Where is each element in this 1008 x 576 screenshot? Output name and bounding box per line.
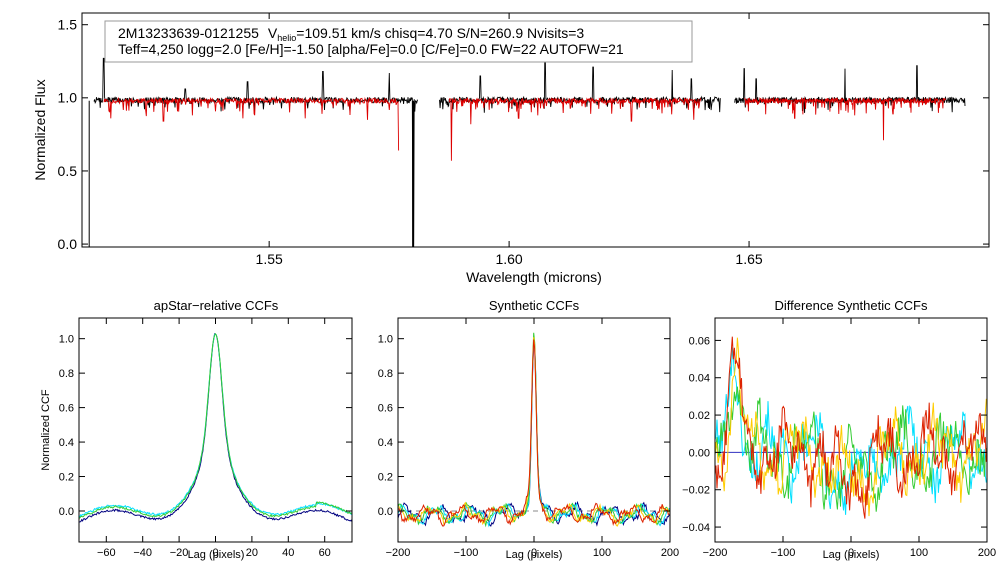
synthetic-ccf-visit-3 (397, 332, 670, 528)
model-spectrum-chip-2 (448, 96, 702, 161)
apstar-ccf-y-axis-label: Normalized CCF (40, 389, 52, 471)
difference-ccf-ticks: −200 −100 0 100 200 −0.04 −0.02 0.00 0.02 0.04 0.0… (682, 318, 996, 559)
info-box (104, 20, 693, 63)
difference-ccf-x-tick-label: 100 (910, 547, 928, 559)
spectrum-panel: 1.55 1.60 1.65 0.0 0.5 1.0 1.5 2M13233639-0121… (32, 12, 990, 285)
difference-ccf-visit-3 (714, 386, 987, 512)
apstar-ccf-lines (78, 332, 353, 523)
star-id: 2M13233639-0121255 (118, 25, 259, 41)
apstar-ccf-x-tick-label: 40 (282, 547, 294, 559)
synthetic-ccf-title: Synthetic CCFs (489, 298, 580, 313)
difference-ccf-y-tick-label: 0.00 (689, 447, 710, 459)
apstar-ccf-x-tick-label: 20 (246, 547, 258, 559)
spectrum-x-tick-label: 1.60 (495, 251, 522, 267)
synthetic-ccf-ticks: −200 −100 0 100 200 0.0 0.2 0.4 0.6 0.8 1.0 (378, 318, 679, 559)
synthetic-ccf-y-tick-label: 1.0 (378, 334, 393, 346)
apstar-ccf-x-tick-label: −20 (170, 547, 189, 559)
synthetic-ccf-panel: Synthetic CCFs −200 −100 0 100 200 0.0 0.2 0.4 0… (378, 298, 679, 561)
synthetic-ccf-y-tick-label: 0.4 (378, 437, 393, 449)
spectrum-y-tick-label: 1.5 (58, 17, 78, 33)
difference-ccf-x-tick-label: 200 (978, 547, 996, 559)
synthetic-ccf-visit-2 (397, 338, 670, 528)
vhelio-subscript: helio (277, 33, 296, 43)
difference-ccf-y-tick-label: 0.06 (689, 335, 710, 347)
apstar-ccf-y-tick-label: 0.6 (59, 402, 74, 414)
apstar-ccf-ticks: −60 −40 −20 0 20 40 60 0.0 0.2 0.4 0.6 0.8 1.0 (59, 318, 352, 559)
spectrum-y-tick-label: 1.0 (58, 90, 78, 106)
difference-ccf-x-axis-label: Lag (pixels) (823, 549, 880, 561)
synthetic-ccf-lines (397, 332, 670, 528)
spectrum-x-axis-label: Wavelength (microns) (466, 269, 602, 285)
apstar-ccf-x-tick-label: 0 (212, 547, 218, 559)
observed-spectrum-chip-1 (93, 57, 418, 245)
synthetic-ccf-x-tick-label: 100 (593, 547, 611, 559)
difference-ccf-x-tick-label: −200 (703, 547, 728, 559)
difference-ccf-frame (714, 317, 988, 543)
apstar-ccf-y-tick-label: 0.8 (59, 368, 74, 380)
synthetic-ccf-y-tick-label: 0.0 (378, 506, 393, 518)
synthetic-ccf-y-tick-label: 0.2 (378, 471, 393, 483)
apstar-ccf-panel: apStar−relative CCFs −60 −40 −20 0 20 40 60 0.0… (40, 298, 353, 561)
synthetic-ccf-y-tick-label: 0.8 (378, 368, 393, 380)
difference-ccf-lines (714, 336, 987, 519)
spectrum-x-tick-label: 1.65 (735, 251, 762, 267)
observed-spectrum-chip-2 (439, 56, 721, 113)
spectrum-ticks: 1.55 1.60 1.65 0.0 0.5 1.0 1.5 (58, 13, 989, 267)
synthetic-ccf-x-axis-label: Lag (pixels) (506, 549, 563, 561)
model-spectrum-chip-1 (103, 96, 400, 151)
apstar-ccf-x-tick-label: −60 (97, 547, 116, 559)
difference-ccf-y-tick-label: 0.02 (689, 410, 710, 422)
apstar-ccf-frame (78, 317, 353, 543)
apstar-ccf-y-tick-label: 1.0 (59, 334, 74, 346)
synthetic-ccf-x-tick-label: −200 (386, 547, 411, 559)
spectrum-y-tick-label: 0.5 (58, 163, 78, 179)
apstar-ccf-visit-2 (78, 333, 353, 518)
apstar-ccf-visit-1 (78, 333, 353, 523)
difference-ccf-visit-5 (714, 336, 987, 519)
difference-ccf-y-tick-label: 0.04 (689, 373, 710, 385)
apstar-ccf-y-tick-label: 0.4 (59, 437, 74, 449)
spectrum-y-axis-label: Normalized Flux (32, 79, 48, 180)
difference-ccf-y-tick-label: −0.04 (682, 522, 710, 534)
synthetic-ccf-visit-1 (397, 342, 670, 527)
spectrum-x-tick-label: 1.55 (256, 251, 283, 267)
apstar-ccf-x-axis-label: Lag (pixels) (188, 549, 245, 561)
difference-ccf-x-tick-label: −100 (771, 547, 796, 559)
synthetic-ccf-visit-4 (397, 337, 670, 527)
model-spectrum-chip-3 (744, 96, 946, 141)
apstar-ccf-y-tick-label: 0.0 (59, 506, 74, 518)
apstar-ccf-x-tick-label: 60 (319, 547, 331, 559)
model-spectrum-line (103, 96, 946, 161)
spectrum-plot-frame (81, 12, 990, 248)
synthetic-ccf-x-tick-label: −100 (454, 547, 479, 559)
synthetic-ccf-visit-5 (397, 339, 670, 527)
info-line-2: Teff=4,250 logg=2.0 [Fe/H]=-1.50 [alpha/… (118, 41, 624, 57)
info-line-1-values: =109.51 km/s chisq=4.70 S/N=260.9 Nvisit… (296, 25, 584, 41)
synthetic-ccf-y-tick-label: 0.6 (378, 402, 393, 414)
vhelio-symbol: V (268, 25, 278, 41)
apstar-ccf-visit-3 (78, 332, 353, 519)
difference-ccf-title: Difference Synthetic CCFs (775, 298, 928, 313)
observed-spectrum-line (88, 56, 966, 247)
apstar-ccf-title: apStar−relative CCFs (154, 298, 279, 313)
apstar-ccf-x-tick-label: −40 (133, 547, 152, 559)
synthetic-ccf-frame (397, 317, 671, 543)
observed-spectrum-chip-3 (734, 65, 966, 113)
synthetic-ccf-x-tick-label: 0 (531, 547, 537, 559)
difference-ccf-y-tick-label: −0.02 (682, 485, 710, 497)
info-line-1: 2M13233639-0121255 Vhelio=109.51 km/s chi… (118, 25, 584, 43)
difference-ccf-panel: Difference Synthetic CCFs −200 −100 0 100 20… (682, 298, 996, 561)
apstar-ccf-y-tick-label: 0.2 (59, 471, 74, 483)
synthetic-ccf-x-tick-label: 200 (661, 547, 679, 559)
spectrum-y-tick-label: 0.0 (58, 236, 78, 252)
difference-ccf-x-tick-label: 0 (848, 547, 854, 559)
